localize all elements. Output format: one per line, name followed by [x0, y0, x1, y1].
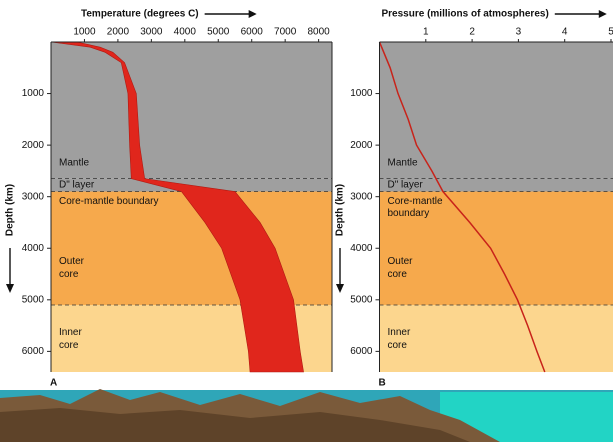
x-tick-label: 6000: [241, 27, 264, 38]
x-title-arrowhead: [598, 10, 607, 18]
region-label: Inner: [59, 327, 82, 338]
y-title-arrowhead: [6, 284, 14, 293]
region: [379, 191, 613, 305]
x-tick-label: 4: [562, 27, 568, 38]
x-tick-label: 5000: [207, 27, 230, 38]
region: [379, 304, 613, 372]
x-axis-title: Pressure (millions of atmospheres): [382, 9, 549, 20]
y-tick-label: 6000: [22, 346, 45, 357]
boundary-label: boundary: [388, 208, 430, 219]
region-label: Mantle: [59, 157, 89, 168]
y-axis-title: Depth (km): [5, 184, 16, 236]
y-tick-label: 6000: [350, 346, 373, 357]
x-tick-label: 4000: [174, 27, 197, 38]
temperature-band: [50, 41, 304, 373]
boundary-label: Core-mantle: [388, 196, 443, 207]
x-tick-label: 3: [516, 27, 522, 38]
region-label: core: [59, 269, 79, 280]
y-tick-label: 1000: [350, 88, 373, 99]
x-tick-label: 1: [423, 27, 429, 38]
boundary-label: Core-mantle boundary: [59, 196, 159, 207]
x-title-arrowhead: [248, 10, 257, 18]
x-tick-label: 8000: [307, 27, 330, 38]
region-label: Outer: [388, 256, 414, 267]
panel-label: B: [379, 378, 386, 389]
pressure-line: [378, 41, 546, 373]
region-label: Inner: [388, 327, 411, 338]
panel-label: A: [50, 378, 57, 389]
region-label: core: [388, 269, 408, 280]
region-label: core: [59, 340, 79, 351]
region-label: D" layer: [388, 180, 424, 191]
x-tick-label: 1000: [73, 27, 96, 38]
x-tick-label: 3000: [140, 27, 163, 38]
y-tick-label: 3000: [22, 191, 45, 202]
y-tick-label: 4000: [22, 243, 45, 254]
x-tick-label: 7000: [274, 27, 297, 38]
y-tick-label: 1000: [22, 88, 45, 99]
region-label: D" layer: [59, 180, 95, 191]
x-tick-label: 5: [608, 27, 613, 38]
region-label: Outer: [59, 256, 85, 267]
panel: Mantle D" layer Outer core Inner core Core-man…: [5, 9, 333, 389]
y-tick-label: 5000: [350, 294, 373, 305]
y-tick-label: 4000: [350, 243, 373, 254]
x-tick-label: 2: [469, 27, 475, 38]
y-axis-title: Depth (km): [335, 184, 346, 236]
region-label: core: [388, 340, 408, 351]
landscape: [0, 376, 613, 442]
x-tick-label: 2000: [107, 27, 130, 38]
region: [51, 191, 332, 305]
panel: Mantle D" layer Outer core Inner core Core-man…: [335, 9, 613, 389]
y-tick-label: 2000: [22, 140, 45, 151]
region-label: Mantle: [388, 157, 418, 168]
y-tick-label: 5000: [22, 294, 45, 305]
region: [379, 42, 613, 179]
region: [51, 42, 332, 179]
y-tick-label: 2000: [350, 140, 373, 151]
y-title-arrowhead: [336, 284, 344, 293]
x-axis-title: Temperature (degrees C): [81, 9, 199, 20]
y-tick-label: 3000: [350, 191, 373, 202]
